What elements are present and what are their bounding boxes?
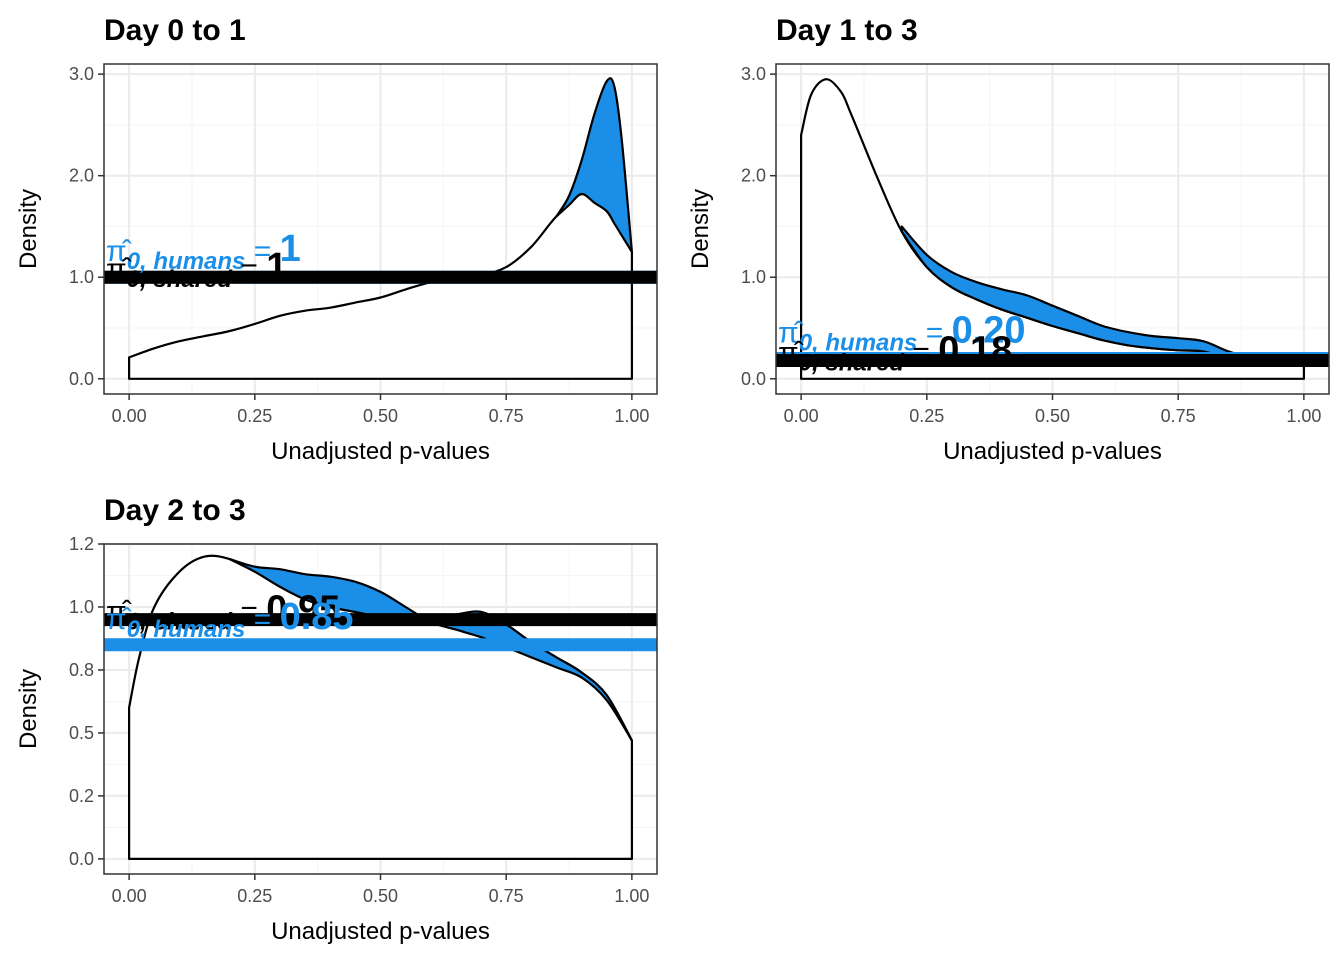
y-tick-label: 0.0	[69, 849, 94, 869]
y-tick-label: 3.0	[741, 64, 766, 84]
x-tick-label: 0.50	[363, 406, 398, 426]
pi0-label-subscript: 0, shared	[127, 266, 234, 293]
pi0-label-shared: π̂0, shared = 0.95	[106, 589, 340, 636]
annotations: π̂0, humans = 1π̂0, shared = 1	[106, 228, 301, 293]
pi0-label-value: 0.95	[266, 589, 340, 631]
annotations: π̂0, humans = 0.20π̂0, shared = 0.18	[778, 309, 1026, 376]
y-tick-label: 0.8	[69, 660, 94, 680]
x-tick-label: 1.00	[1286, 406, 1321, 426]
pi0-label-value: 0.20	[952, 309, 1026, 351]
x-axis-label: Unadjusted p-values	[271, 438, 490, 465]
y-tick-label: 2.0	[69, 166, 94, 186]
x-tick-label: 0.75	[489, 406, 524, 426]
x-axis-label: Unadjusted p-values	[943, 438, 1162, 465]
y-tick-label: 2.0	[741, 166, 766, 186]
y-tick-label: 1.0	[69, 267, 94, 287]
y-axis: 0.0 1.0 2.0 3.0	[741, 64, 776, 389]
panel-title: Day 2 to 3	[104, 494, 246, 527]
x-tick-label: 1.00	[614, 406, 649, 426]
plot-area	[104, 554, 657, 860]
pi0-label-subscript: 0, shared	[799, 349, 906, 376]
pi0-label-value: 0.85	[280, 596, 354, 638]
pi0-label-humans: π̂0, humans = 1	[106, 228, 301, 275]
pi0-label-subscript: 0, humans	[127, 248, 246, 275]
x-tick-label: 0.75	[489, 886, 524, 906]
plot-area	[776, 78, 1329, 380]
y-tick-label: 0.5	[69, 723, 94, 743]
panel-title: Day 1 to 3	[776, 14, 918, 47]
pi0-label-value: 1	[266, 246, 287, 288]
x-tick-label: 0.50	[1035, 406, 1070, 426]
y-axis-label: Density	[15, 669, 42, 749]
panel-3: Day 2 to 3 π̂0, shared = 0.95π̂0, humans …	[15, 494, 658, 945]
pi0-label-shared: π̂0, shared = 0.18	[778, 329, 1012, 376]
y-axis: 0.0 1.0 2.0 3.0	[69, 64, 104, 389]
annotations: π̂0, shared = 0.95π̂0, humans = 0.85	[106, 589, 354, 643]
plot-area	[104, 77, 657, 380]
y-tick-label: 0.0	[69, 369, 94, 389]
x-tick-label: 0.25	[237, 406, 272, 426]
y-tick-label: 1.0	[741, 267, 766, 287]
density-shared	[128, 192, 633, 380]
x-tick-label: 0.00	[112, 406, 147, 426]
x-axis: 0.00 0.25 0.50 0.75 1.00	[784, 394, 1321, 426]
y-axis-label: Density	[687, 189, 714, 269]
x-axis: 0.00 0.25 0.50 0.75 1.00	[112, 874, 649, 906]
x-tick-label: 0.50	[363, 886, 398, 906]
panel-title: Day 0 to 1	[104, 14, 246, 47]
x-axis: 0.00 0.25 0.50 0.75 1.00	[112, 394, 649, 426]
pi0-label-humans: π̂0, humans = 0.85	[106, 596, 354, 643]
density-humans	[555, 77, 633, 253]
y-axis: 0.0 0.2 0.5 0.8 1.0 1.2	[69, 534, 104, 869]
pi0-label-value: 0.18	[938, 329, 1012, 371]
pi0-label-subscript: 0, humans	[127, 616, 246, 643]
x-tick-label: 1.00	[614, 886, 649, 906]
y-tick-label: 1.0	[69, 597, 94, 617]
panel-1: Day 0 to 1 π̂0, humans = 1π̂0, shared = 1…	[15, 14, 658, 465]
x-tick-label: 0.75	[1161, 406, 1196, 426]
pi0-label-shared: π̂0, shared = 1	[106, 246, 287, 293]
x-tick-label: 0.25	[237, 886, 272, 906]
x-tick-label: 0.25	[909, 406, 944, 426]
y-tick-label: 0.0	[741, 369, 766, 389]
y-tick-label: 3.0	[69, 64, 94, 84]
x-axis-label: Unadjusted p-values	[271, 918, 490, 945]
pi0-label-value: 1	[280, 228, 301, 270]
x-tick-label: 0.00	[784, 406, 819, 426]
panel-2: Day 1 to 3 π̂0, humans = 0.20π̂0, shared …	[687, 14, 1330, 465]
pi0-label-subscript: 0, shared	[127, 609, 234, 636]
y-axis-label: Density	[15, 189, 42, 269]
y-tick-label: 1.2	[69, 534, 94, 554]
pi0-label-subscript: 0, humans	[799, 329, 918, 356]
pi0-label-humans: π̂0, humans = 0.20	[778, 309, 1026, 356]
y-tick-label: 0.2	[69, 786, 94, 806]
x-tick-label: 0.00	[112, 886, 147, 906]
